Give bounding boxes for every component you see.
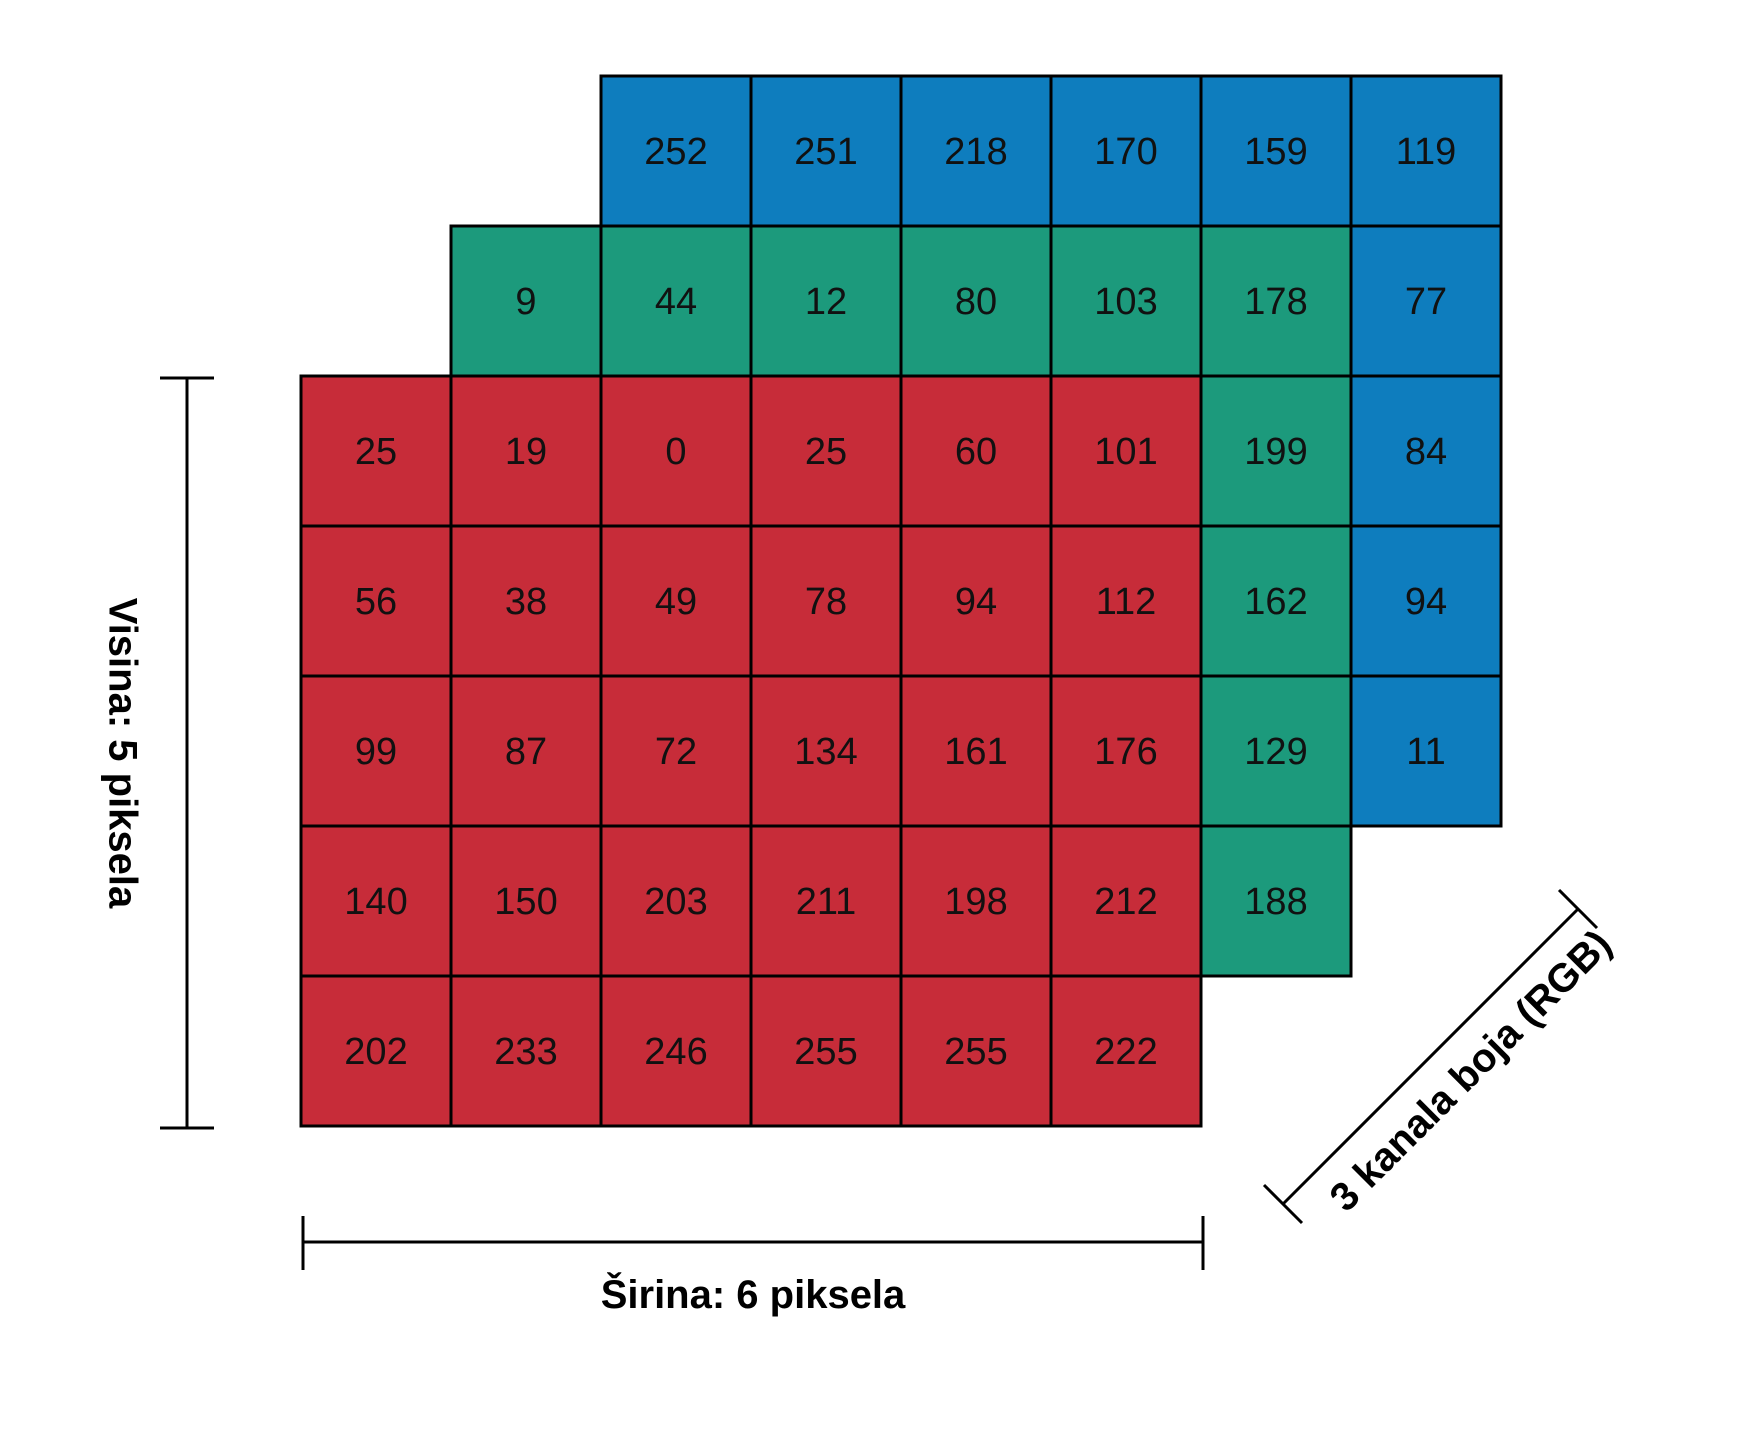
red-pixel-cell <box>1049 824 1203 978</box>
width-label: Širina: 6 piksela <box>601 1271 906 1317</box>
red-pixel-value: 112 <box>1096 581 1157 623</box>
green-pixel-cell <box>1199 824 1353 978</box>
green-pixel-value: 199 <box>1244 431 1307 473</box>
green-pixel-cell <box>1199 224 1353 378</box>
red-pixel-value: 211 <box>796 881 857 923</box>
red-pixel-value: 212 <box>1094 881 1157 923</box>
height-dimension: Visina: 5 piksela <box>100 376 214 1130</box>
green-pixel-value: 188 <box>1244 881 1307 923</box>
red-pixel-value: 38 <box>505 581 547 623</box>
green-pixel-value: 12 <box>805 281 847 323</box>
red-pixel-cell <box>449 974 603 1128</box>
red-pixel-value: 25 <box>805 431 847 473</box>
width-dimension: Širina: 6 piksela <box>301 1216 1205 1317</box>
red-pixel-value: 255 <box>794 1031 857 1073</box>
height-label: Visina: 5 piksela <box>100 598 144 909</box>
green-pixel-value: 80 <box>955 281 997 323</box>
red-pixel-cell <box>599 674 753 828</box>
red-pixel-value: 222 <box>1094 1031 1157 1073</box>
green-pixel-value: 162 <box>1244 581 1307 623</box>
red-pixel-value: 101 <box>1094 431 1157 473</box>
red-pixel-cell <box>299 974 453 1128</box>
red-pixel-value: 72 <box>655 731 697 773</box>
red-pixel-value: 246 <box>644 1031 707 1073</box>
red-pixel-cell <box>899 524 1053 678</box>
red-pixel-value: 203 <box>644 881 707 923</box>
red-pixel-value: 198 <box>944 881 1007 923</box>
red-pixel-value: 60 <box>955 431 997 473</box>
red-pixel-cell <box>1049 524 1203 678</box>
red-pixel-cell <box>749 824 903 978</box>
blue-pixel-cell <box>599 74 753 228</box>
green-pixel-value: 9 <box>515 281 536 323</box>
blue-pixel-value: 252 <box>644 131 707 173</box>
red-pixel-cell <box>299 674 453 828</box>
red-pixel-value: 202 <box>344 1031 407 1073</box>
red-pixel-value: 94 <box>955 581 997 623</box>
green-pixel-value: 103 <box>1094 281 1157 323</box>
blue-pixel-value: 170 <box>1094 131 1157 173</box>
blue-pixel-value: 251 <box>794 131 857 173</box>
red-pixel-cell <box>599 974 753 1128</box>
red-pixel-value: 140 <box>344 881 407 923</box>
red-pixel-value: 99 <box>355 731 397 773</box>
blue-pixel-value: 119 <box>1396 131 1457 173</box>
blue-pixel-cell <box>1349 224 1503 378</box>
blue-pixel-value: 218 <box>944 131 1007 173</box>
red-pixel-cell <box>1049 674 1203 828</box>
red-pixel-cell <box>749 374 903 528</box>
red-pixel-cell <box>449 524 603 678</box>
red-pixel-value: 78 <box>805 581 847 623</box>
red-pixel-cell <box>899 374 1053 528</box>
green-pixel-value: 178 <box>1244 281 1307 323</box>
channels-label: 3 kanala boja (RGB) <box>1322 922 1620 1220</box>
blue-pixel-cell <box>1349 674 1503 828</box>
red-pixel-cell <box>1049 374 1203 528</box>
blue-channel-layer: 252 251 218 170 159 119 77 84 94 11 <box>599 74 1503 828</box>
blue-pixel-value: 77 <box>1405 281 1447 323</box>
red-pixel-cell <box>599 824 753 978</box>
red-pixel-cell <box>749 674 903 828</box>
red-pixel-value: 19 <box>505 431 547 473</box>
blue-pixel-value: 94 <box>1405 581 1447 623</box>
blue-pixel-cell <box>1349 524 1503 678</box>
green-pixel-cell <box>899 224 1053 378</box>
red-pixel-cell <box>899 824 1053 978</box>
red-pixel-value: 255 <box>944 1031 1007 1073</box>
red-pixel-value: 150 <box>494 881 557 923</box>
green-pixel-cell <box>1199 524 1353 678</box>
red-pixel-cell <box>299 824 453 978</box>
blue-pixel-value: 11 <box>1406 731 1445 773</box>
red-pixel-cell <box>899 974 1053 1128</box>
red-channel-layer: 25 19 0 25 60 101 56 38 49 78 94 112 99 87 72 134 161 176… <box>299 374 1203 1128</box>
green-pixel-value: 129 <box>1244 731 1307 773</box>
red-pixel-cell <box>449 824 603 978</box>
red-pixel-cell <box>899 674 1053 828</box>
blue-pixel-cell <box>749 74 903 228</box>
red-pixel-value: 56 <box>355 581 397 623</box>
red-pixel-value: 161 <box>944 731 1007 773</box>
red-pixel-cell <box>749 974 903 1128</box>
red-pixel-value: 0 <box>665 431 686 473</box>
blue-pixel-value: 84 <box>1405 431 1447 473</box>
red-pixel-value: 134 <box>794 731 857 773</box>
green-pixel-value: 44 <box>655 281 697 323</box>
red-pixel-cell <box>1049 974 1203 1128</box>
green-pixel-cell <box>749 224 903 378</box>
red-pixel-cell <box>449 374 603 528</box>
red-pixel-value: 233 <box>494 1031 557 1073</box>
red-pixel-value: 176 <box>1094 731 1157 773</box>
red-pixel-value: 25 <box>355 431 397 473</box>
red-pixel-value: 49 <box>655 581 697 623</box>
red-pixel-value: 87 <box>505 731 547 773</box>
red-pixel-cell <box>749 524 903 678</box>
blue-pixel-cell <box>1349 374 1503 528</box>
green-pixel-cell <box>1049 224 1203 378</box>
blue-pixel-value: 159 <box>1244 131 1307 173</box>
